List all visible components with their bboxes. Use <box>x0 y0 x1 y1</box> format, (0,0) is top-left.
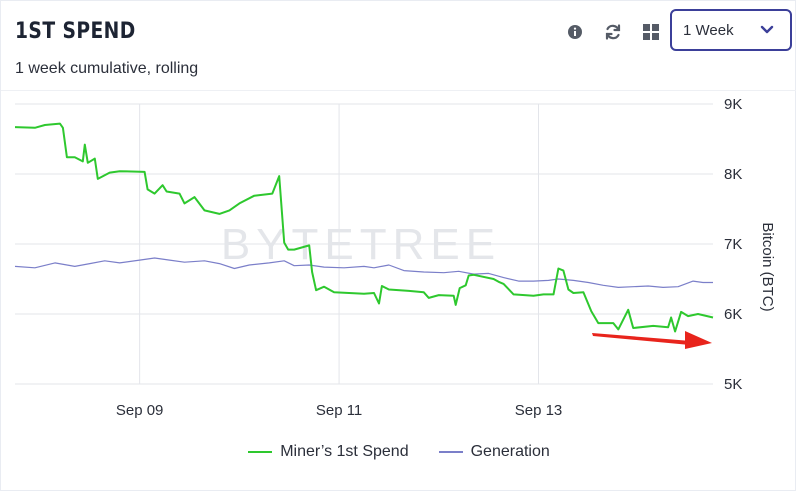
info-icon[interactable] <box>564 21 586 43</box>
y-tick-label: 6K <box>724 306 742 323</box>
legend-label-miner: Miner’s 1st Spend <box>280 443 409 460</box>
y-tick-label: 7K <box>724 236 742 253</box>
y-tick-label: 9K <box>724 96 742 113</box>
legend-label-generation: Generation <box>470 443 550 460</box>
x-tick-label: Sep 11 <box>316 402 362 419</box>
legend-item-generation[interactable]: Generation <box>438 443 550 461</box>
x-tick-label: Sep 09 <box>116 402 164 419</box>
refresh-icon[interactable] <box>602 21 624 43</box>
y-tick-label: 8K <box>724 166 742 183</box>
range-select[interactable]: 1 Week <box>670 9 792 51</box>
chart-series <box>14 122 714 333</box>
x-tick-label: Sep 13 <box>515 402 563 419</box>
range-select-value: 1 Week <box>683 21 734 39</box>
chevron-down-icon <box>760 25 774 34</box>
x-axis-ticks: Sep 09 Sep 11 Sep 13 <box>116 402 562 419</box>
page-subtitle: 1 week cumulative, rolling <box>15 60 199 77</box>
y-axis-ticks: 9K 8K 7K 6K 5K <box>724 96 742 393</box>
grid-icon[interactable] <box>640 21 662 43</box>
arrow-shaft <box>592 333 691 345</box>
legend-swatch-miner <box>248 451 273 453</box>
trend-arrow <box>592 331 712 349</box>
legend-swatch-generation <box>438 451 463 453</box>
y-axis-label: Bitcoin (BTC) <box>759 222 776 311</box>
chart-legend: Miner’s 1st Spend Generation <box>1 443 796 461</box>
y-tick-label: 5K <box>724 376 742 393</box>
watermark: BYTETREE <box>221 220 501 269</box>
series-line-generation <box>14 257 713 288</box>
series-line-miner <box>14 122 714 333</box>
arrow-head <box>685 331 712 349</box>
header-divider <box>1 90 796 91</box>
page-title: 1ST SPEND <box>15 19 136 44</box>
legend-item-miner[interactable]: Miner’s 1st Spend <box>248 443 409 461</box>
chart-grid <box>15 103 713 385</box>
